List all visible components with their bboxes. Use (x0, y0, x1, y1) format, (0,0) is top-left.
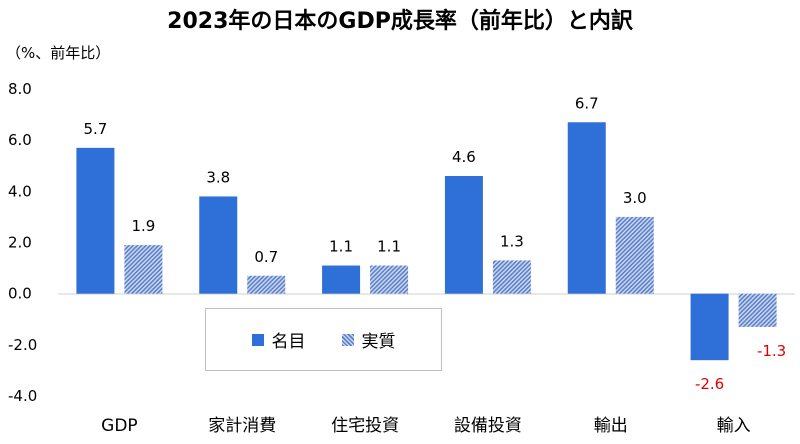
legend-label-real: 実質 (361, 332, 396, 352)
data-label-real: 1.9 (131, 217, 155, 235)
data-label-real: -1.3 (757, 342, 786, 360)
x-tick-label: 住宅投資 (331, 416, 399, 436)
bar-real (492, 260, 531, 294)
data-label-nominal: 3.8 (206, 168, 230, 186)
y-tick-label: -2.0 (8, 336, 37, 354)
x-tick-label: GDP (101, 416, 138, 436)
legend-swatch-real (341, 333, 354, 346)
bar-real (615, 216, 654, 294)
x-tick-label: 家計消費 (208, 416, 276, 436)
bar-real (247, 275, 286, 294)
x-tick-label: 輸入 (717, 416, 751, 436)
y-tick-label: 6.0 (8, 131, 32, 149)
y-tick-label: -4.0 (8, 387, 37, 405)
y-tick-label: 2.0 (8, 234, 32, 252)
data-label-nominal: 6.7 (575, 94, 599, 112)
data-label-real: 3.0 (623, 189, 647, 207)
data-label-real: 0.7 (254, 248, 278, 266)
bar-nominal (444, 175, 483, 294)
bar-real (124, 245, 163, 294)
data-label-nominal: 1.1 (329, 238, 353, 256)
legend-item-nominal: 名目 (251, 327, 306, 352)
bar-nominal (567, 122, 606, 294)
data-label-real: 1.3 (500, 232, 524, 250)
data-label-nominal: -2.6 (695, 375, 724, 393)
y-axis-label: （%、前年比） (6, 44, 110, 62)
data-label-nominal: 5.7 (83, 120, 107, 138)
bar-nominal (199, 196, 238, 294)
legend-swatch-nominal (251, 333, 264, 346)
data-label-nominal: 4.6 (452, 148, 476, 166)
bar-nominal (322, 265, 361, 294)
y-tick-label: 0.0 (8, 285, 32, 303)
y-tick-label: 4.0 (8, 182, 32, 200)
bars (76, 122, 777, 361)
legend: 名目 実質 (205, 308, 442, 371)
y-axis-ticks: 8.0 6.0 4.0 2.0 0.0 -2.0 -4.0 (8, 80, 37, 405)
x-axis-labels: GDP 家計消費 住宅投資 設備投資 輸出 輸入 (101, 416, 750, 436)
bar-real (738, 293, 777, 327)
data-label-real: 1.1 (377, 238, 401, 256)
bar-nominal (690, 293, 729, 361)
y-tick-label: 8.0 (8, 80, 32, 98)
bar-real (370, 265, 409, 294)
chart-title: 2023年の日本のGDP成長率（前年比）と内訳 (167, 8, 634, 34)
bar-labels: 5.7 1.9 3.8 0.7 1.1 1.1 4.6 1.3 6.7 3.0 -2.6 -1.3 (83, 94, 786, 393)
x-tick-label: 輸出 (594, 416, 628, 436)
legend-label-nominal: 名目 (271, 332, 306, 352)
bar-nominal (76, 147, 115, 294)
x-tick-label: 設備投資 (454, 416, 522, 436)
legend-item-real: 実質 (341, 327, 396, 352)
